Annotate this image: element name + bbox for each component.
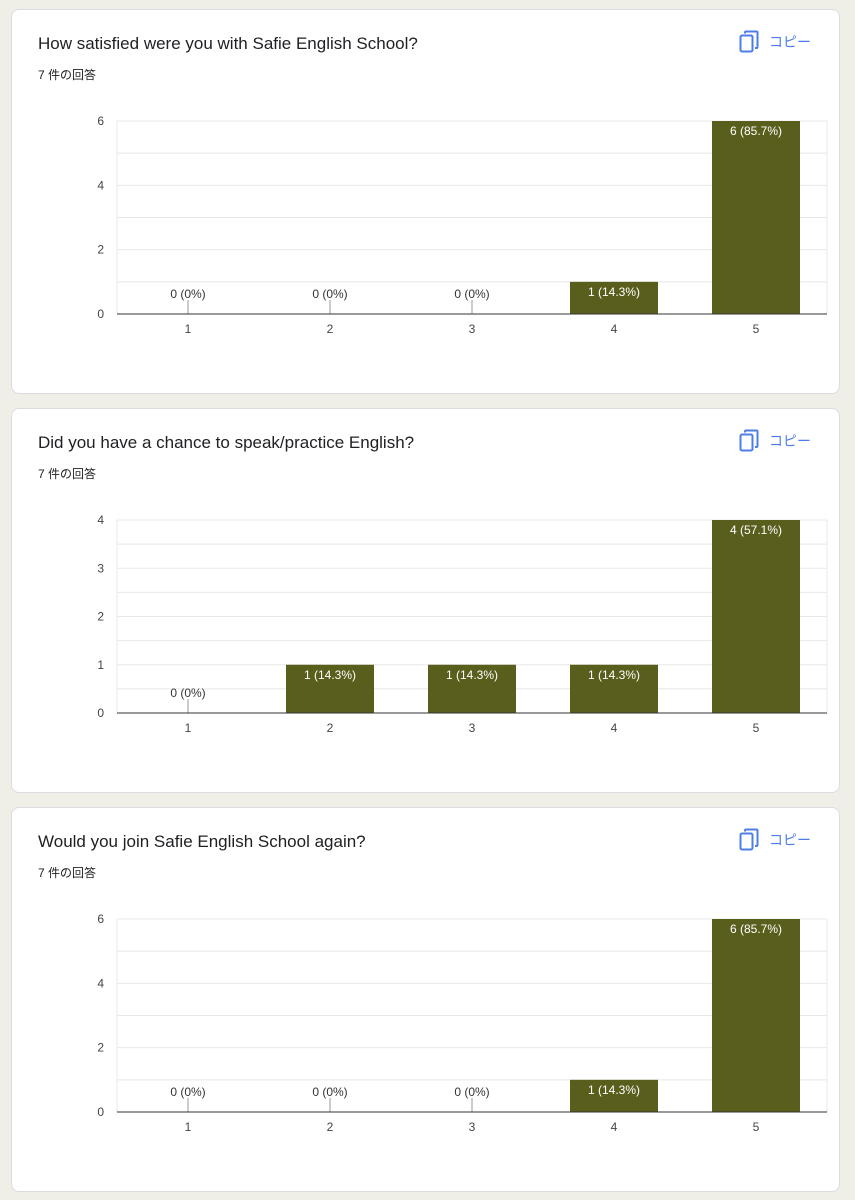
data-label: 0 (0%) (312, 287, 347, 301)
y-tick-label: 0 (97, 307, 104, 321)
copy-icon (739, 828, 759, 852)
x-tick-label: 5 (753, 322, 760, 336)
x-tick-label: 2 (327, 322, 334, 336)
bar (712, 520, 800, 713)
data-label: 0 (0%) (454, 287, 489, 301)
copy-button[interactable]: コピー (739, 429, 811, 453)
y-tick-label: 6 (97, 912, 104, 926)
chart-card-rejoin: Would you join Safie English School agai… (11, 807, 840, 1192)
bar (428, 664, 516, 713)
question-title: Did you have a chance to speak/practice … (38, 433, 415, 452)
bar (286, 664, 374, 713)
data-label: 1 (14.3%) (588, 285, 640, 299)
bar-chart: 0 2 4 6 0 (0%) 1 0 (0%) 2 0 (0%) 3 1 (14.3%) 4 6 (85… (97, 912, 828, 1134)
data-label: 0 (0%) (170, 1085, 205, 1099)
x-tick-label: 2 (327, 721, 334, 735)
x-tick-label: 5 (753, 1120, 760, 1134)
bar-chart: 0 2 4 6 0 (0%) 1 0 (0%) 2 0 (0%) 3 1 (14.3%) 4 6 (85… (97, 114, 828, 336)
question-title: How satisfied were you with Safie Englis… (38, 34, 418, 53)
response-count: 7 件の回答 (38, 68, 97, 82)
copy-button[interactable]: コピー (739, 828, 811, 852)
y-tick-label: 2 (97, 1041, 104, 1055)
chart-card-satisfaction: How satisfied were you with Safie Englis… (11, 9, 840, 394)
x-tick-label: 2 (327, 1120, 334, 1134)
bar (712, 121, 800, 314)
response-count: 7 件の回答 (38, 467, 97, 481)
x-tick-label: 5 (753, 721, 760, 735)
data-label: 4 (57.1%) (730, 523, 782, 537)
response-count: 7 件の回答 (38, 866, 97, 880)
bar (570, 281, 658, 314)
data-label: 0 (0%) (170, 287, 205, 301)
x-tick-label: 1 (185, 322, 192, 336)
y-tick-label: 4 (97, 178, 104, 192)
x-tick-label: 4 (611, 1120, 618, 1134)
data-label: 6 (85.7%) (730, 124, 782, 138)
data-label: 6 (85.7%) (730, 922, 782, 936)
x-tick-label: 4 (611, 322, 618, 336)
data-label: 1 (14.3%) (588, 1083, 640, 1097)
copy-icon (739, 30, 759, 54)
y-tick-label: 0 (97, 706, 104, 720)
copy-button[interactable]: コピー (739, 30, 811, 54)
y-tick-label: 2 (97, 243, 104, 257)
data-label: 0 (0%) (170, 686, 205, 700)
data-label: 1 (14.3%) (304, 668, 356, 682)
y-tick-label: 4 (97, 513, 104, 527)
data-label: 0 (0%) (312, 1085, 347, 1099)
x-tick-label: 1 (185, 1120, 192, 1134)
copy-label: コピー (769, 34, 811, 50)
x-tick-label: 3 (469, 1120, 476, 1134)
bar-chart: 0 1 2 3 4 0 (0%) 1 1 (14.3%) 2 1 (14.3%) 3 1 (14.3%… (97, 513, 828, 735)
x-tick-label: 4 (611, 721, 618, 735)
y-tick-label: 6 (97, 114, 104, 128)
bar (570, 1079, 658, 1112)
data-label: 1 (14.3%) (588, 668, 640, 682)
x-tick-label: 3 (469, 322, 476, 336)
y-tick-label: 3 (97, 561, 104, 575)
data-label: 0 (0%) (454, 1085, 489, 1099)
bar (570, 664, 658, 713)
y-tick-label: 4 (97, 976, 104, 990)
copy-label: コピー (769, 832, 811, 848)
copy-label: コピー (769, 433, 811, 449)
y-tick-label: 0 (97, 1105, 104, 1119)
y-tick-label: 1 (97, 658, 104, 672)
y-tick-label: 2 (97, 610, 104, 624)
bar (712, 919, 800, 1112)
question-title: Would you join Safie English School agai… (38, 832, 366, 851)
x-tick-label: 3 (469, 721, 476, 735)
x-tick-label: 1 (185, 721, 192, 735)
copy-icon (739, 429, 759, 453)
chart-card-practice: Did you have a chance to speak/practice … (11, 408, 840, 793)
data-label: 1 (14.3%) (446, 668, 498, 682)
